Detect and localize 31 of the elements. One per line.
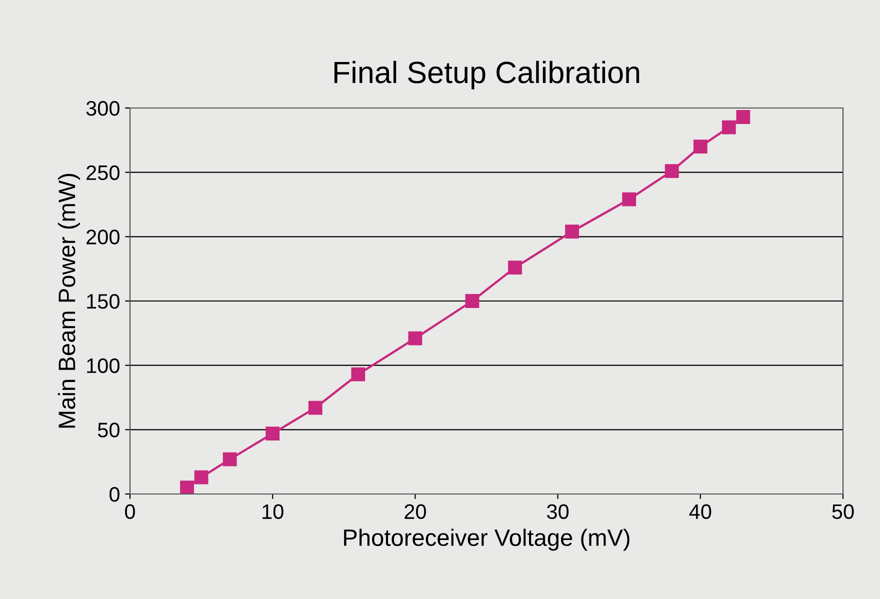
x-tick-label: 40 bbox=[689, 504, 712, 520]
y-tick-label: 150 bbox=[87, 294, 120, 309]
x-tick-label: 0 bbox=[125, 504, 135, 520]
point bbox=[266, 426, 280, 440]
point bbox=[736, 110, 750, 124]
y-tick-label: 250 bbox=[86, 165, 120, 180]
x-axis-title: Photoreceiver Voltage (mV) bbox=[344, 528, 630, 551]
x-tick-label: 10 bbox=[262, 504, 284, 520]
point bbox=[565, 224, 580, 238]
point bbox=[408, 331, 422, 346]
point bbox=[722, 120, 736, 134]
x-tick-label: 50 bbox=[832, 504, 854, 520]
point bbox=[508, 260, 522, 274]
point bbox=[351, 367, 366, 382]
point bbox=[664, 164, 679, 178]
point bbox=[180, 480, 194, 494]
point bbox=[693, 140, 708, 154]
point bbox=[465, 294, 480, 308]
point bbox=[308, 400, 322, 415]
y-tick-label: 0 bbox=[110, 487, 120, 502]
x-tick-label: 20 bbox=[404, 504, 426, 520]
point bbox=[222, 452, 237, 466]
point bbox=[194, 470, 208, 484]
y-axis-title: Main Beam Power (mW) bbox=[58, 174, 80, 428]
chart-title: Final Setup Calibration bbox=[334, 60, 640, 90]
y-tick-label: 200 bbox=[86, 230, 120, 244]
y-tick-label: 50 bbox=[98, 422, 120, 438]
y-tick-label: 300 bbox=[86, 101, 120, 116]
point bbox=[622, 192, 636, 206]
y-tick-label: 100 bbox=[87, 358, 120, 374]
x-tick-label: 30 bbox=[547, 504, 569, 520]
